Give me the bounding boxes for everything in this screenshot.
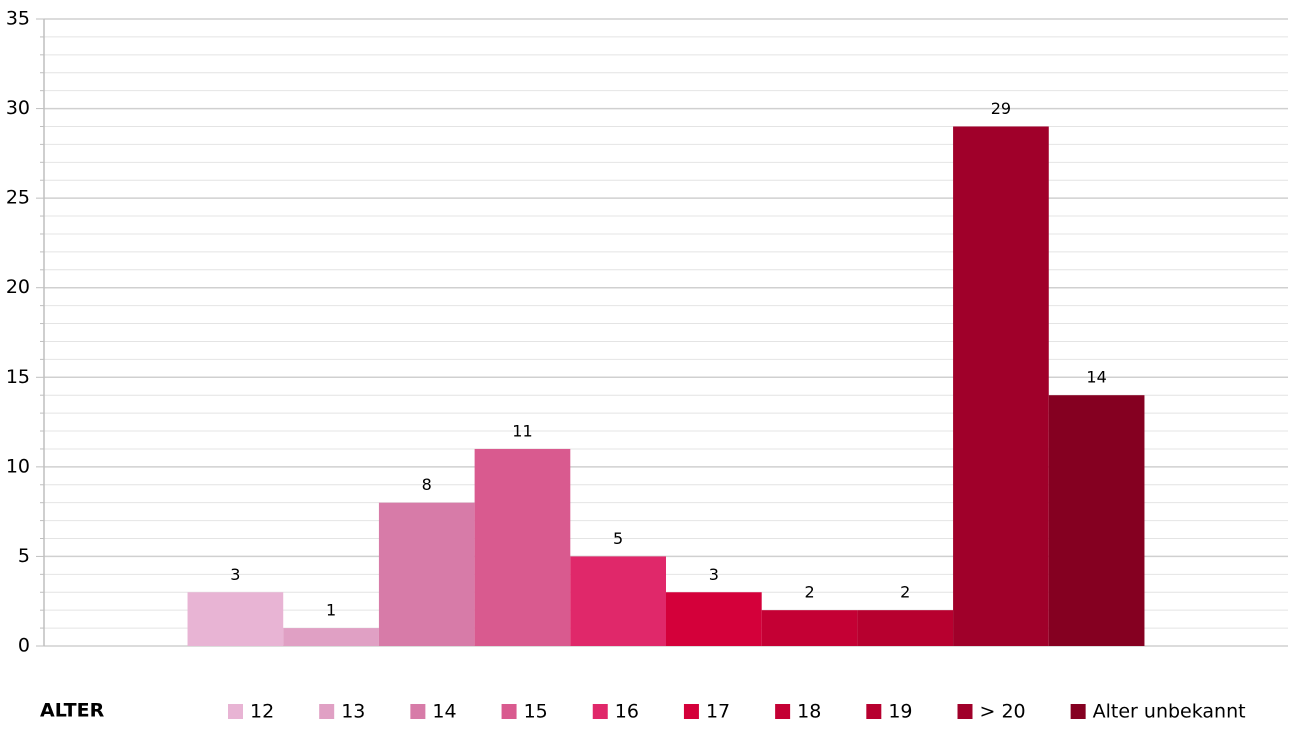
- y-tick-label: 20: [6, 276, 30, 298]
- legend-label: 18: [797, 701, 821, 723]
- legend-title: ALTER: [40, 700, 105, 722]
- bar: [953, 126, 1049, 646]
- legend-swatch: [1070, 704, 1086, 719]
- legend-swatch: [683, 704, 699, 719]
- value-label: 1: [326, 601, 336, 620]
- legend-label: 16: [615, 701, 639, 723]
- legend-swatch: [501, 704, 517, 719]
- legend-label: Alter unbekannt: [1093, 701, 1246, 723]
- value-label: 14: [1086, 368, 1106, 387]
- bar: [857, 610, 954, 646]
- legend-swatch: [592, 704, 608, 719]
- bar: [187, 592, 284, 646]
- legend-label: 14: [432, 701, 456, 723]
- value-label: 11: [512, 421, 532, 440]
- y-tick-label: 15: [6, 366, 30, 388]
- legend-label: 12: [250, 701, 274, 723]
- legend-label: > 20: [980, 701, 1026, 723]
- bar: [474, 448, 571, 646]
- y-tick-label: 35: [6, 8, 30, 30]
- bar: [1048, 395, 1145, 646]
- y-tick-label: 0: [18, 635, 30, 657]
- value-label: 8: [422, 475, 432, 494]
- y-tick-label: 30: [6, 97, 30, 119]
- legend-label: 19: [888, 701, 912, 723]
- legend-label: 13: [341, 701, 365, 723]
- value-label: 3: [709, 565, 719, 584]
- bar: [570, 556, 666, 646]
- legend-label: 17: [706, 701, 730, 723]
- bar: [283, 628, 379, 646]
- legend-swatch: [775, 704, 791, 719]
- y-tick-label: 10: [6, 455, 30, 477]
- y-tick-label: 5: [18, 545, 30, 567]
- bar: [761, 610, 858, 646]
- value-label: 2: [804, 583, 814, 602]
- legend-swatch: [957, 704, 973, 719]
- value-label: 2: [900, 583, 910, 602]
- legend-swatch: [410, 704, 426, 719]
- bar: [378, 502, 475, 646]
- bar: [666, 592, 762, 646]
- legend-label: 15: [524, 701, 548, 723]
- legend-swatch: [228, 704, 243, 719]
- value-label: 5: [613, 529, 623, 548]
- y-tick-label: 25: [6, 187, 30, 209]
- legend-swatch: [866, 704, 882, 719]
- legend-swatch: [319, 704, 335, 719]
- value-label: 29: [991, 99, 1011, 118]
- value-label: 3: [230, 565, 240, 584]
